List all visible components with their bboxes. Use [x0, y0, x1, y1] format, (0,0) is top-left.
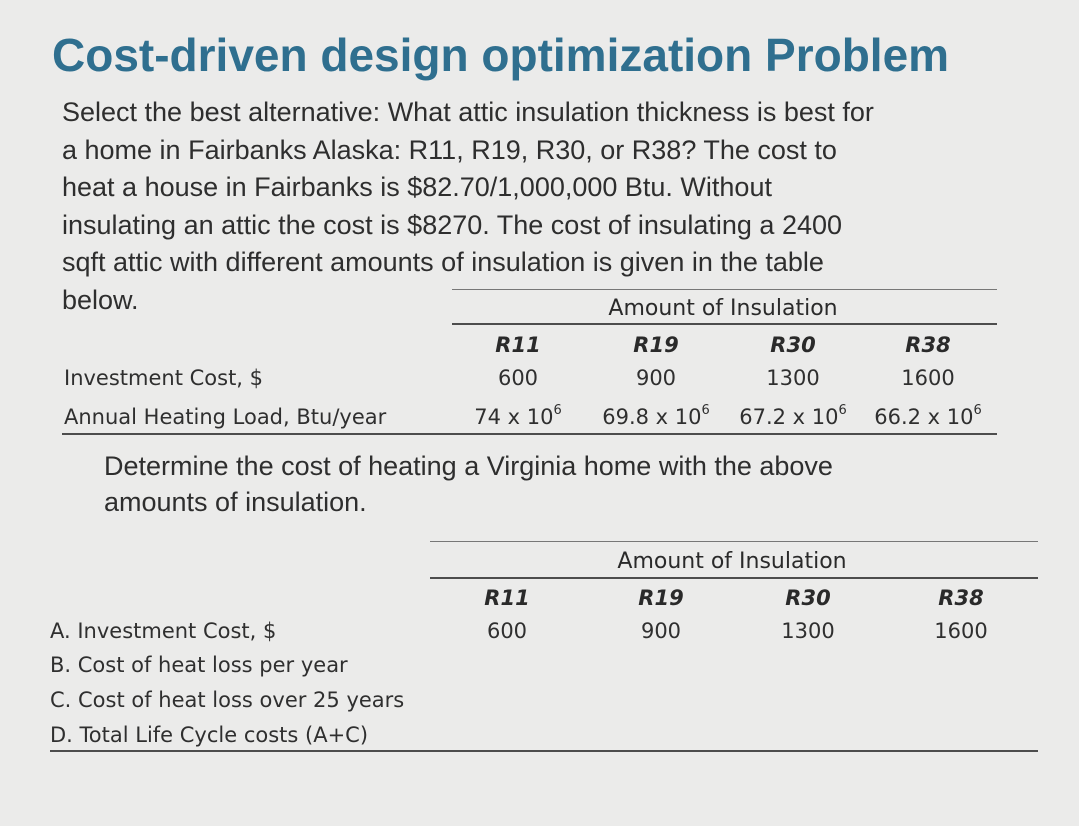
column-header-r11: R11: [484, 586, 530, 610]
problem-line: a home in Fairbanks Alaska: R11, R19, R3…: [62, 134, 837, 165]
table-cell: 1300: [766, 366, 820, 390]
table-cell: 69.8 x 106: [602, 403, 710, 429]
row-label-annual-heating-load: Annual Heating Load, Btu/year: [64, 405, 387, 429]
table-cell: 66.2 x 106: [874, 403, 982, 429]
table-rule: [430, 577, 1038, 579]
table-rule: [452, 323, 997, 325]
column-header-r30: R30: [785, 586, 831, 610]
row-label-total-life-cycle-costs: D. Total Life Cycle costs (A+C): [50, 723, 369, 747]
column-header-r11: R11: [495, 333, 541, 357]
column-header-r38: R38: [938, 586, 984, 610]
table-cell: 600: [497, 366, 539, 390]
problem-line: insulating an attic the cost is $8270. T…: [62, 209, 843, 240]
problem-line: Select the best alternative: What attic …: [62, 97, 874, 127]
table-rule: [62, 433, 997, 435]
question-statement: Determine the cost of heating a Virginia…: [104, 448, 833, 520]
problem-statement: Select the best alternative: What attic …: [62, 94, 874, 319]
table-cell: 1600: [934, 619, 988, 643]
column-header-r38: R38: [905, 333, 951, 357]
problem-line: below.: [62, 284, 139, 315]
question-line: amounts of insulation.: [104, 487, 367, 517]
table-cell: 74 x 106: [474, 403, 562, 429]
question-line: Determine the cost of heating a Virginia…: [104, 451, 833, 481]
row-label-investment-cost: A. Investment Cost, $: [50, 619, 277, 643]
table-cell: 1300: [781, 619, 835, 643]
table-cell: 900: [640, 619, 682, 643]
slide-title: Cost-driven design optimization Problem: [52, 29, 950, 81]
table-cell: 600: [486, 619, 528, 643]
table-group-header: Amount of Insulation: [608, 296, 838, 321]
table-group-header: Amount of Insulation: [617, 549, 847, 574]
row-label-heat-loss-per-year: B. Cost of heat loss per year: [50, 653, 348, 677]
problem-line: sqft attic with different amounts of ins…: [62, 247, 824, 277]
table-rule: [50, 750, 1038, 752]
row-label-investment-cost: Investment Cost, $: [64, 366, 264, 390]
column-header-r30: R30: [770, 333, 816, 357]
table-cell: 900: [635, 366, 677, 390]
table-cell: 1600: [901, 366, 955, 390]
table-cell: 67.2 x 106: [739, 403, 847, 429]
row-label-heat-loss-25-years: C. Cost of heat loss over 25 years: [50, 688, 405, 712]
table-rule: [430, 541, 1038, 542]
problem-line: heat a house in Fairbanks is $82.70/1,00…: [62, 172, 772, 202]
column-header-r19: R19: [638, 586, 684, 610]
column-header-r19: R19: [633, 333, 679, 357]
table-rule: [452, 289, 997, 290]
